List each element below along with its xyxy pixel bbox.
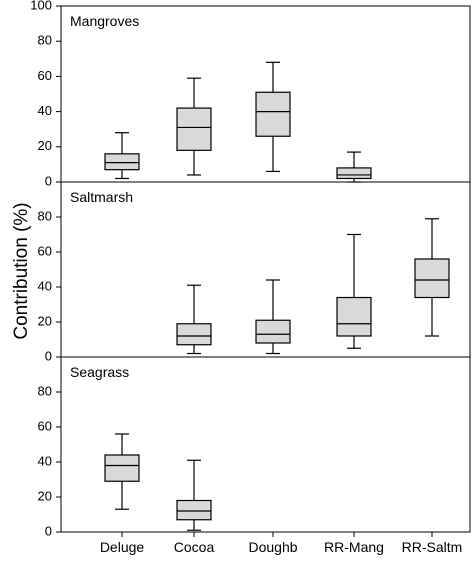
x-tick-label: Doughb [248,539,297,555]
y-tick-label: 20 [38,138,52,153]
y-tick-label: 40 [38,453,52,468]
x-tick-label: RR-Saltm [402,539,463,555]
panel-saltmarsh: Saltmarsh 0 20 40 60 80 [38,181,471,363]
iqr-box [104,153,140,171]
panel-title: Mangroves [70,13,139,29]
box-deluge [104,433,140,510]
y-tick-label: 40 [38,278,52,293]
y-tick-label: 80 [38,383,52,398]
y-tick-label: 0 [45,348,52,363]
y-tick-label: 60 [38,68,52,83]
box-deluge [104,132,140,180]
iqr-box [176,107,212,151]
y-tick-label: 100 [30,0,52,12]
iqr-box [104,454,140,482]
box-rr-mang [336,151,372,183]
y-tick-label: 80 [38,33,52,48]
panel-seagrass: Seagrass 0 20 40 60 80 Deluge Cocoa Doughb RR-Man… [38,356,471,555]
box-rr-mang [336,233,372,349]
box-cocoa [176,77,212,176]
box-cocoa [176,459,212,531]
iqr-box [336,296,372,337]
y-tick-label: 0 [45,523,52,538]
iqr-box [255,91,291,137]
iqr-box [176,323,212,346]
y-axis-label: Contribution (%) [11,202,32,339]
iqr-box [336,167,372,180]
box-doughb [255,61,291,173]
box-rr-saltm [414,218,450,337]
panel-mangroves: Mangroves 0 20 40 60 80 100 [30,0,471,188]
y-tick-label: 0 [45,173,52,188]
y-tick-label: 40 [38,103,52,118]
panel-title: Seagrass [70,364,129,380]
panel-frame [60,356,471,533]
y-tick-label: 20 [38,313,52,328]
iqr-box [176,499,212,521]
y-tick-label: 60 [38,243,52,258]
iqr-box [414,258,450,299]
iqr-box [255,319,291,344]
y-tick-label: 60 [38,418,52,433]
panel-title: Saltmarsh [70,189,133,205]
y-tick-label: 80 [38,208,52,223]
x-tick-label: Cocoa [174,539,215,555]
x-tick-label: Deluge [100,539,145,555]
x-tick-label: RR-Mang [324,539,384,555]
box-cocoa [176,284,212,355]
y-tick-label: 20 [38,488,52,503]
box-doughb [255,279,291,355]
